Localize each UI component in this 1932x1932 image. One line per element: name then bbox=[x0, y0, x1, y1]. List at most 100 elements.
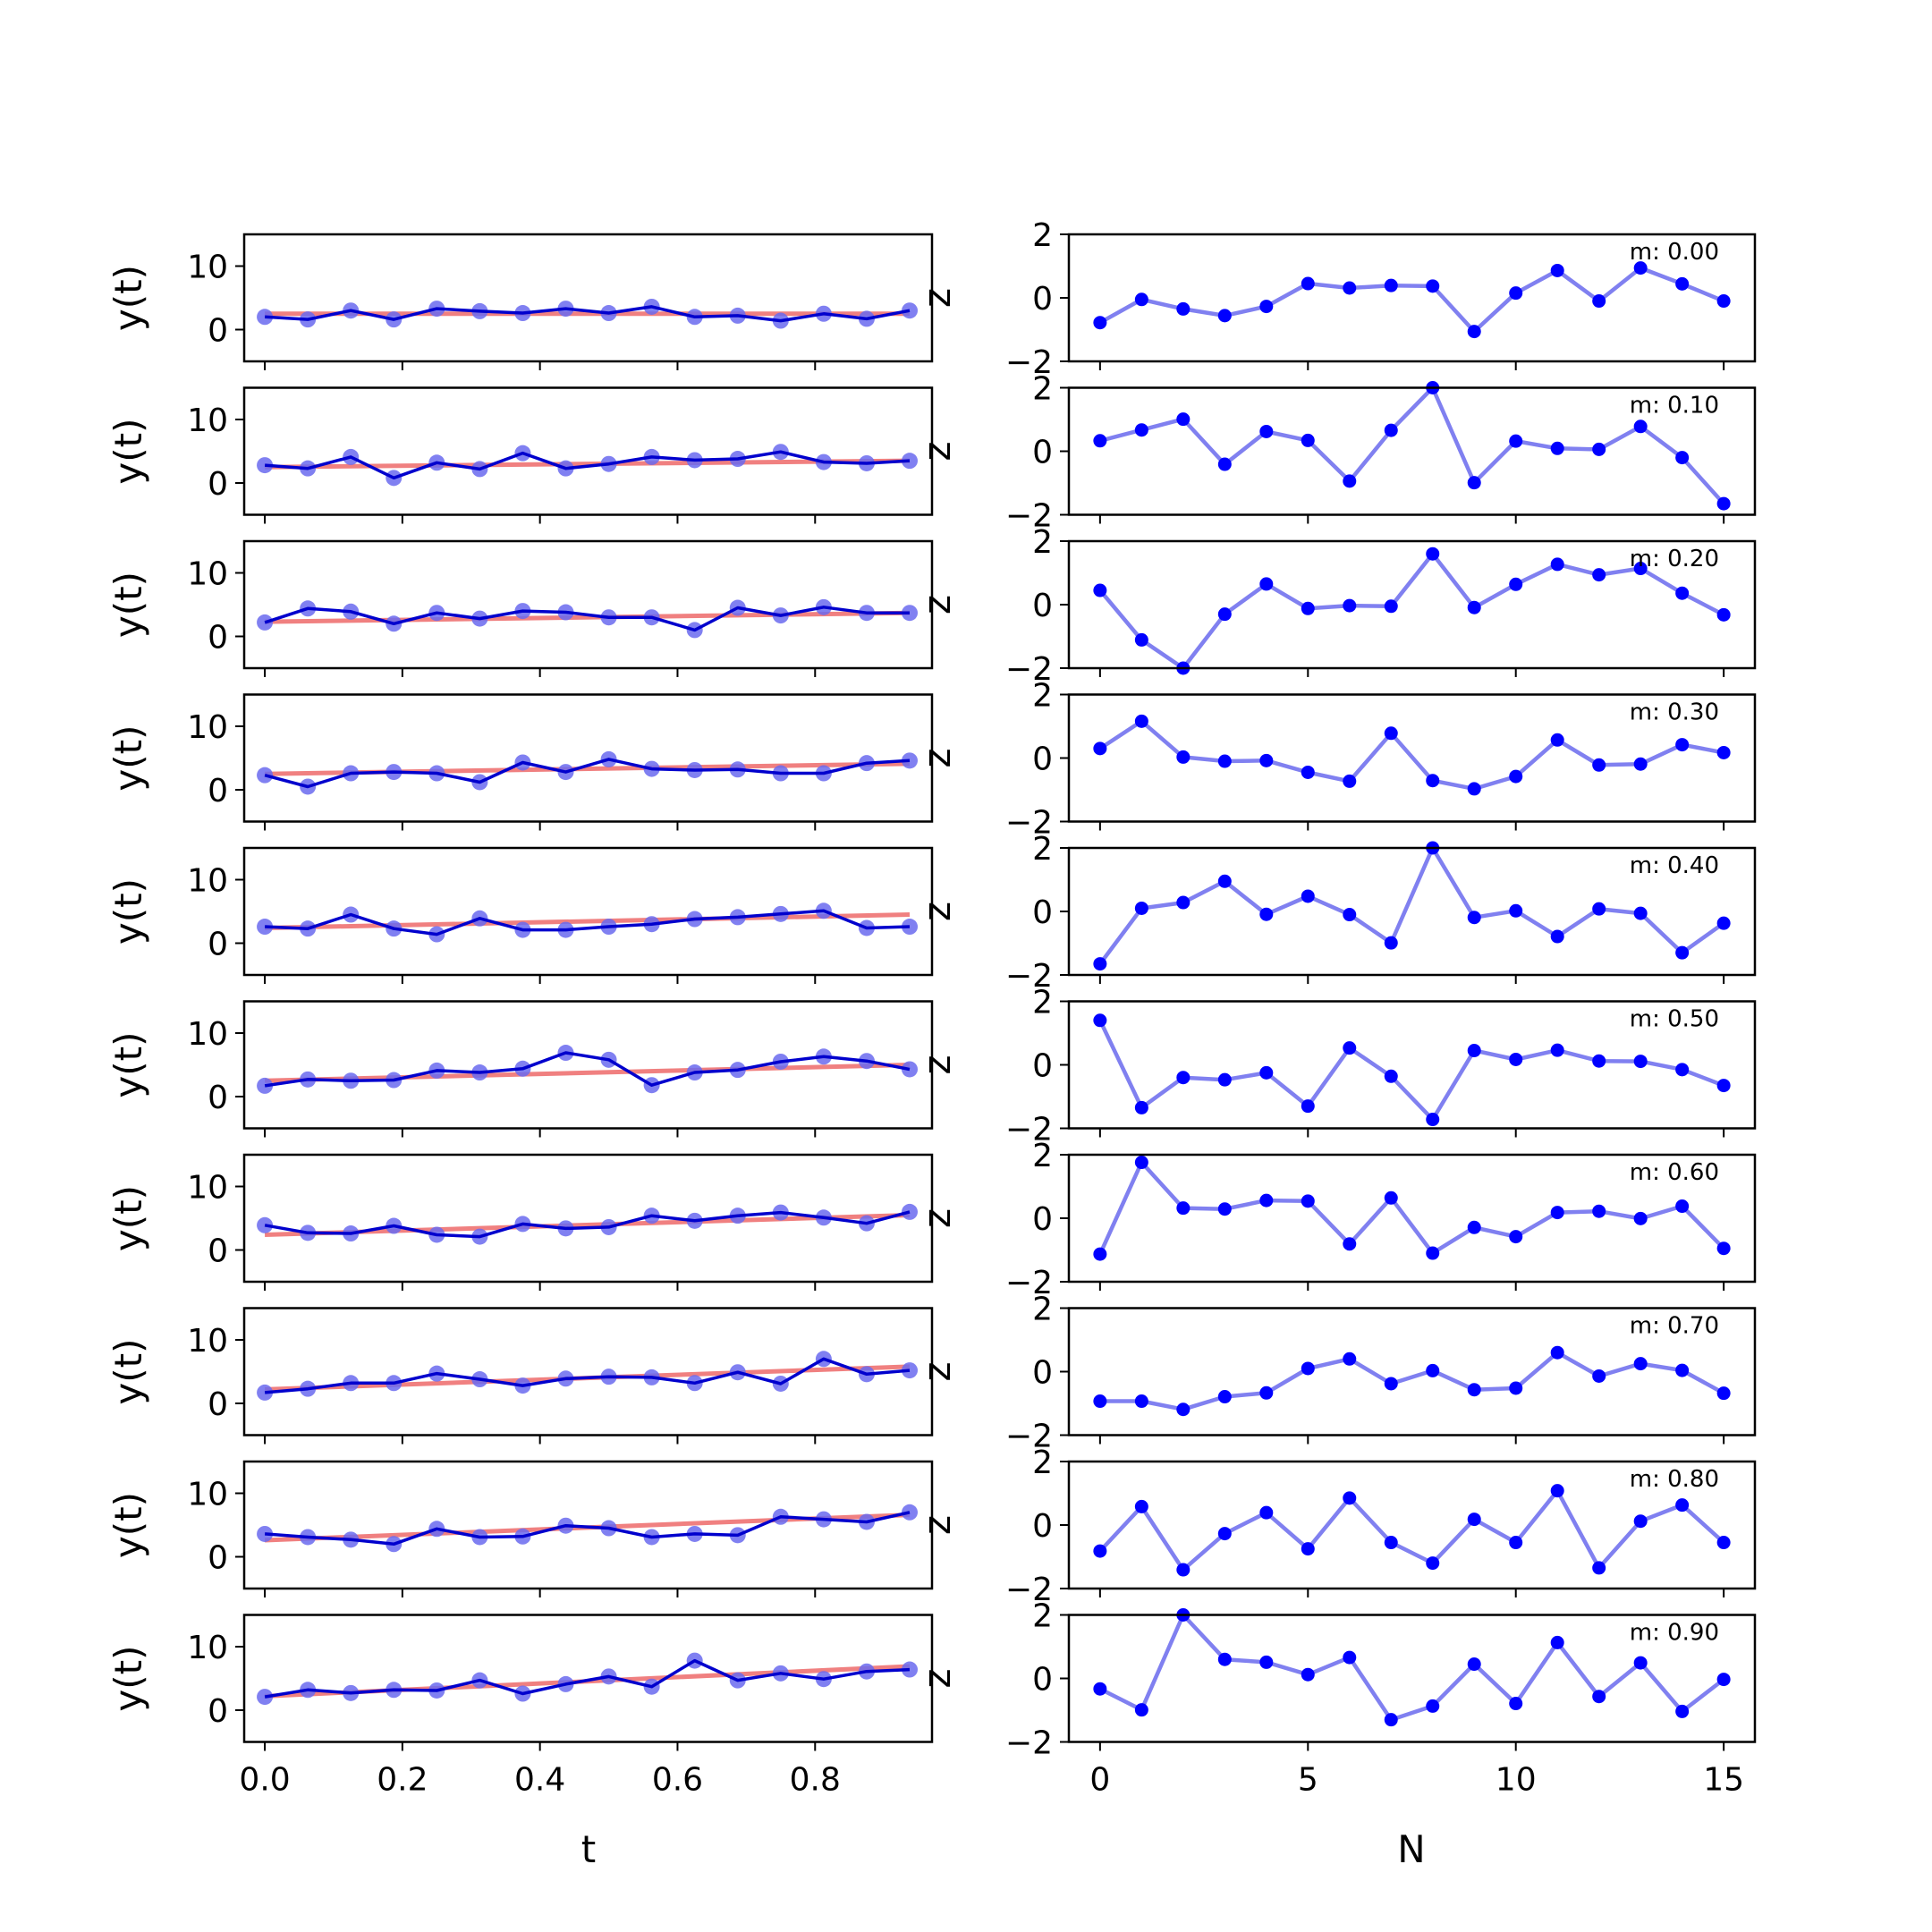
y-tick-label: 10 bbox=[187, 1170, 228, 1207]
y-tick-label: 2 bbox=[1032, 1445, 1053, 1481]
residual-point bbox=[1384, 726, 1398, 741]
y-tick-label: −2 bbox=[1005, 1265, 1053, 1301]
right-y-axis-label: z bbox=[915, 1515, 959, 1535]
residual-point bbox=[1093, 1247, 1107, 1261]
y-tick-label: 0 bbox=[208, 313, 228, 350]
left-y-axis-label: y(t) bbox=[106, 418, 150, 484]
y-tick-label: 0 bbox=[1032, 435, 1053, 471]
residual-point bbox=[1384, 1713, 1398, 1727]
residual-point bbox=[1716, 607, 1731, 622]
data-point bbox=[902, 1661, 919, 1678]
slope-annotation: m: 0.70 bbox=[1630, 1313, 1719, 1340]
left-y-axis-label: y(t) bbox=[106, 1338, 150, 1404]
data-line bbox=[264, 1357, 911, 1394]
residual-line bbox=[1099, 1350, 1725, 1411]
slope-annotation: m: 0.10 bbox=[1630, 393, 1719, 419]
y-tick-label: −2 bbox=[1005, 498, 1053, 535]
residual-point bbox=[1509, 1697, 1523, 1711]
y-tick-label: 0 bbox=[208, 1693, 228, 1730]
residual-point bbox=[1550, 1635, 1564, 1649]
y-tick-label: 2 bbox=[1032, 1138, 1053, 1174]
residual-point bbox=[1259, 300, 1274, 314]
residual-point bbox=[1093, 434, 1107, 448]
residual-point bbox=[1217, 754, 1232, 768]
residual-point bbox=[1675, 1498, 1690, 1513]
slope-annotation: m: 0.20 bbox=[1630, 546, 1719, 572]
y-tick-label: 0 bbox=[1032, 1201, 1053, 1238]
right-x-axis-label: N bbox=[1397, 1827, 1425, 1871]
data-line bbox=[264, 1210, 911, 1239]
residual-point bbox=[1176, 750, 1191, 764]
left-y-axis-label: y(t) bbox=[106, 724, 150, 791]
slope-annotation: m: 0.60 bbox=[1630, 1159, 1719, 1186]
slope-annotation: m: 0.00 bbox=[1630, 239, 1719, 266]
residual-point bbox=[1509, 769, 1523, 784]
residual-point bbox=[1592, 902, 1606, 916]
residual-point bbox=[1509, 286, 1523, 301]
y-tick-label: 10 bbox=[187, 1477, 228, 1513]
residual-point bbox=[1217, 309, 1232, 323]
data-point bbox=[257, 1384, 274, 1401]
data-line bbox=[264, 1658, 911, 1699]
residual-point bbox=[1259, 424, 1274, 438]
data-line bbox=[264, 606, 910, 632]
residual-point bbox=[1633, 906, 1648, 920]
residual-point bbox=[1301, 601, 1315, 615]
residual-point bbox=[1301, 1542, 1315, 1556]
x-tick-label: 0.4 bbox=[514, 1762, 565, 1799]
data-line bbox=[264, 1051, 911, 1088]
residual-point bbox=[1467, 1383, 1481, 1397]
fit-line bbox=[265, 1063, 911, 1083]
residual-point bbox=[1301, 433, 1315, 447]
y-tick-label: −2 bbox=[1005, 1725, 1053, 1762]
left-y-axis-label: y(t) bbox=[106, 1492, 150, 1558]
residual-point bbox=[1217, 1527, 1232, 1541]
y-tick-label: 0 bbox=[208, 1233, 228, 1270]
left-axes-frame bbox=[242, 1614, 934, 1743]
y-tick-label: 2 bbox=[1032, 985, 1053, 1021]
residual-point bbox=[1633, 562, 1648, 576]
residual-point bbox=[1592, 294, 1606, 309]
residual-point bbox=[1550, 929, 1564, 944]
y-tick-label: 0 bbox=[208, 1540, 228, 1577]
residual-point bbox=[1675, 738, 1690, 752]
residual-point bbox=[1426, 1363, 1440, 1377]
residual-point bbox=[1592, 758, 1606, 772]
x-tick-label: 10 bbox=[1496, 1762, 1537, 1799]
residual-point bbox=[1675, 1704, 1690, 1718]
residual-point bbox=[1176, 1563, 1191, 1577]
subplot-grid: 0 10 y(t) −2 0 2 m: 0.00 z 0 10 y(t) −2 0 2 m: 0.10 z 0 1… bbox=[106, 217, 1757, 1799]
data-line bbox=[264, 758, 911, 789]
y-tick-label: 2 bbox=[1032, 1292, 1053, 1328]
residual-point bbox=[1633, 1656, 1648, 1670]
left-y-axis-label: y(t) bbox=[106, 1185, 150, 1251]
residual-point bbox=[1217, 1652, 1232, 1666]
residual-point bbox=[1176, 301, 1191, 316]
residual-point bbox=[1343, 1237, 1357, 1251]
y-tick-label: 0 bbox=[1032, 1508, 1053, 1545]
y-tick-label: 10 bbox=[187, 863, 228, 900]
residual-point bbox=[1134, 1703, 1148, 1717]
residual-point bbox=[1716, 496, 1731, 511]
y-tick-label: 0 bbox=[1032, 1355, 1053, 1392]
residual-point bbox=[1550, 733, 1564, 747]
residual-point bbox=[1134, 292, 1148, 307]
right-panel-7: −2 0 2 m: 0.70 z bbox=[915, 1292, 1757, 1455]
data-line bbox=[264, 1511, 911, 1546]
fit-line bbox=[265, 610, 911, 624]
x-tick-label: 0 bbox=[1089, 1762, 1110, 1799]
residual-point bbox=[1426, 547, 1440, 561]
right-panel-5: −2 0 2 m: 0.50 z bbox=[915, 985, 1757, 1148]
y-tick-label: 10 bbox=[187, 1016, 228, 1053]
residual-point bbox=[1134, 1100, 1148, 1114]
y-tick-label: −2 bbox=[1005, 344, 1053, 381]
left-panel-2: 0 10 y(t) bbox=[106, 539, 934, 677]
slope-annotation: m: 0.30 bbox=[1630, 699, 1719, 726]
right-y-axis-label: z bbox=[915, 441, 959, 461]
right-y-axis-label: z bbox=[915, 1208, 959, 1228]
y-tick-label: 2 bbox=[1032, 371, 1053, 408]
y-tick-label: 0 bbox=[1032, 588, 1053, 624]
residual-point bbox=[1675, 451, 1690, 465]
data-point bbox=[902, 605, 919, 622]
y-tick-label: −2 bbox=[1005, 958, 1053, 995]
